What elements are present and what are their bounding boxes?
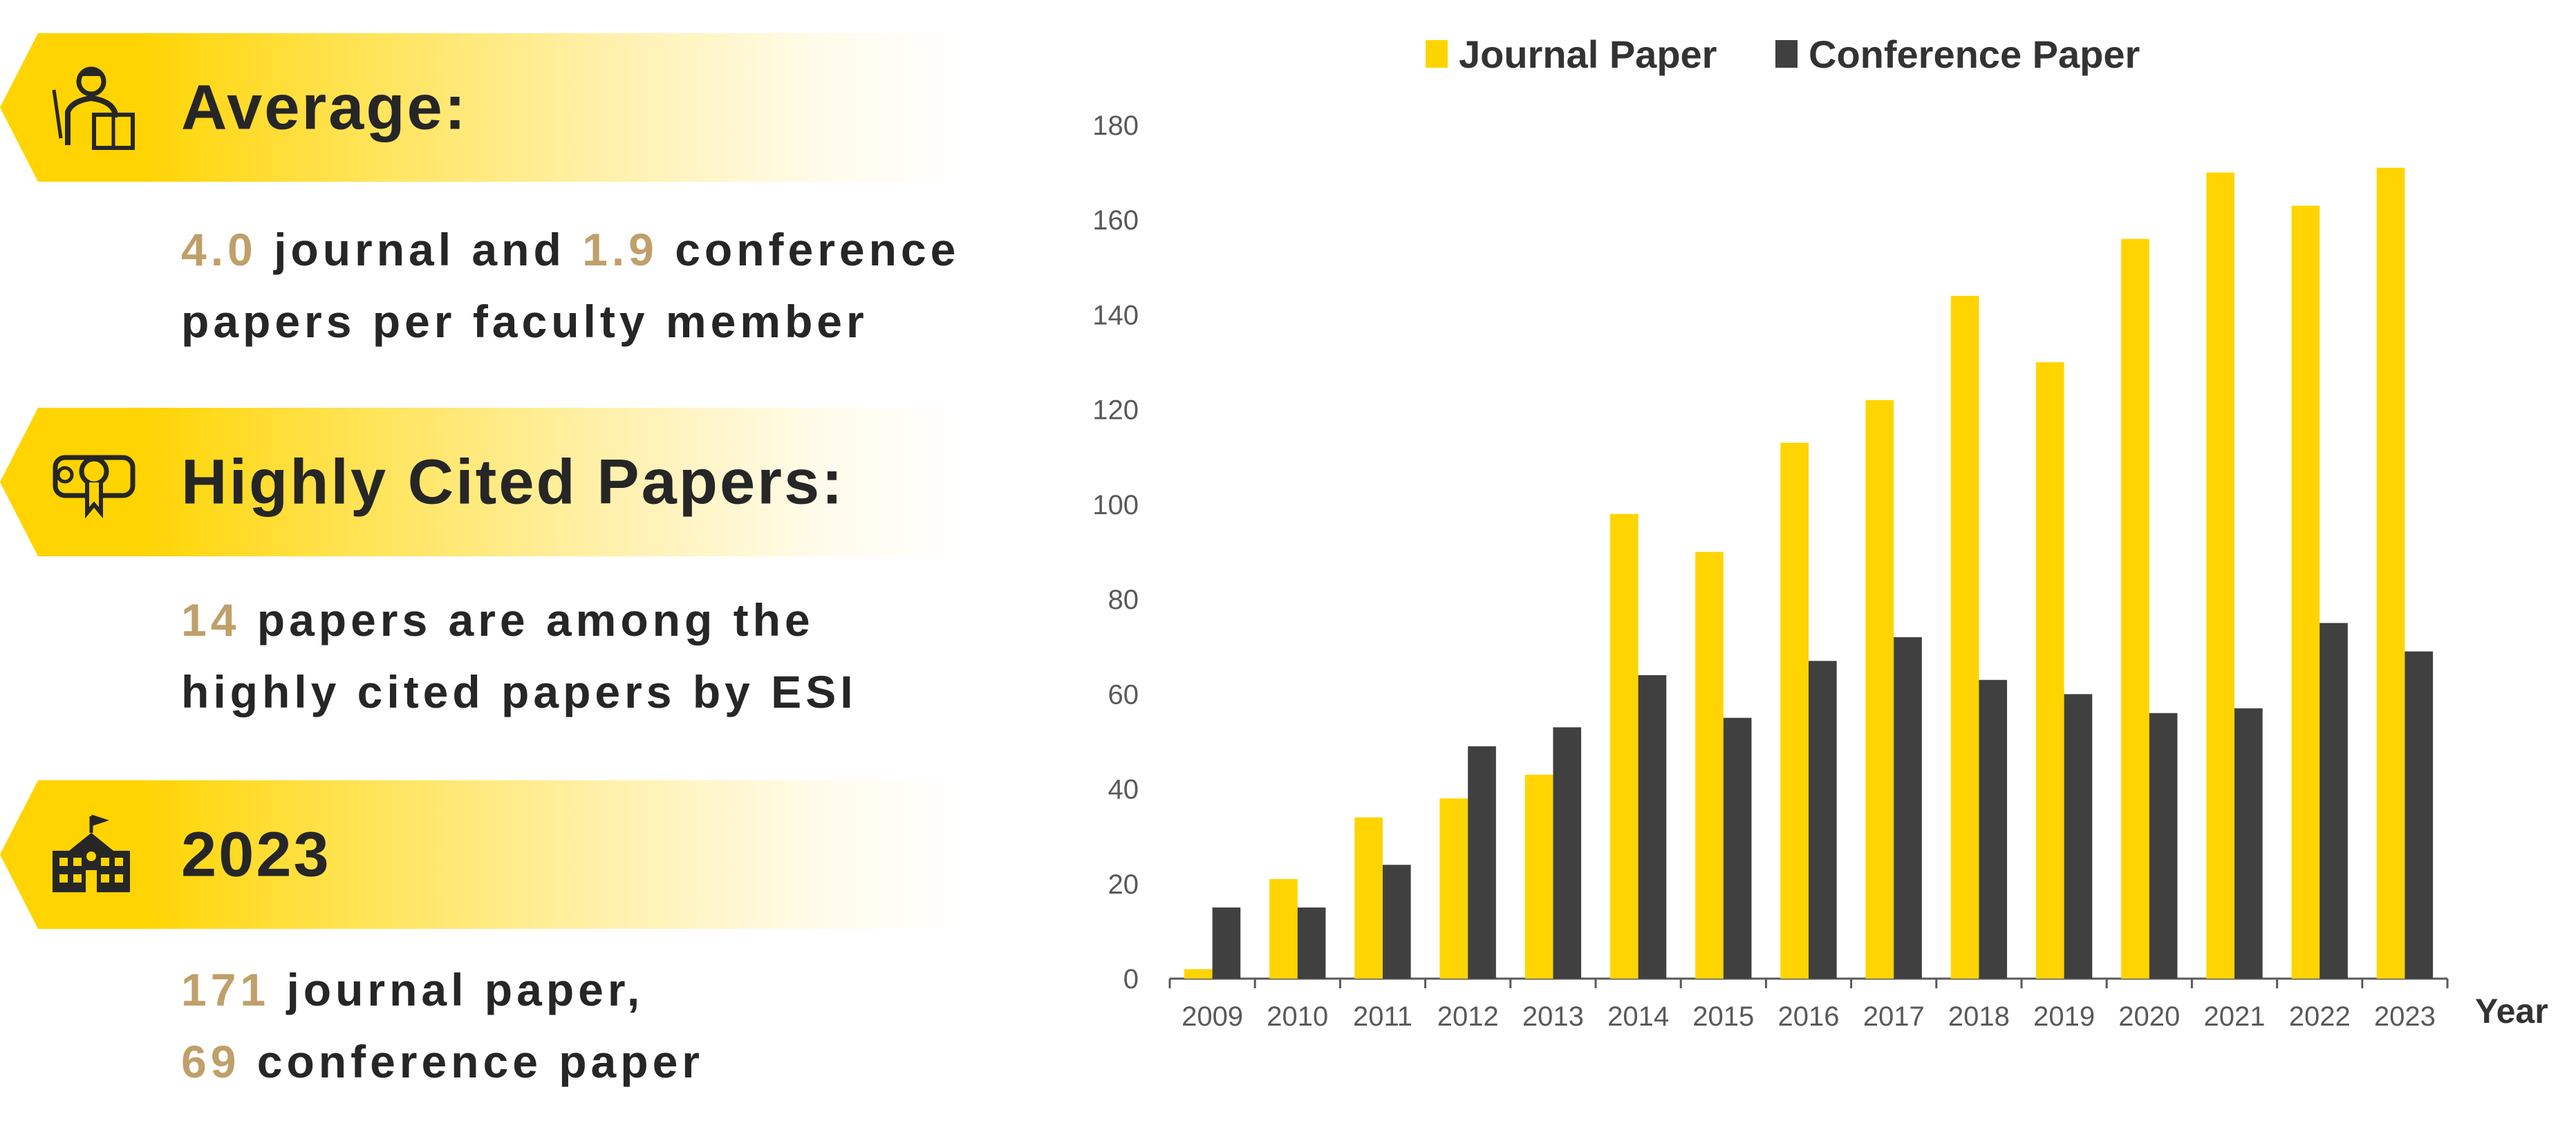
conference-paper-bar — [2405, 651, 2434, 979]
journal-paper-bar — [1354, 817, 1383, 979]
x-tick-label: 2014 — [1607, 1001, 1669, 1032]
x-tick-label: 2011 — [1353, 1001, 1412, 1032]
x-tick-label: 2021 — [2204, 1001, 2266, 1032]
section-title: Average: — [181, 72, 468, 142]
y-tick-label: 160 — [1092, 205, 1139, 236]
description-line: 14 papers are among the — [181, 584, 857, 656]
y-tick-label: 0 — [1123, 964, 1139, 995]
journal-paper-bar — [1609, 514, 1639, 979]
school-building-icon — [53, 814, 130, 892]
x-tick-label: 2017 — [1863, 1001, 1925, 1032]
description-line: 4.0 journal and 1.9 conference — [181, 214, 960, 285]
description-text: papers per faculty member — [181, 296, 868, 347]
conference-paper-bar — [2234, 708, 2263, 979]
y-tick-label: 40 — [1108, 775, 1139, 805]
highlight-number: 69 — [181, 1036, 241, 1087]
legend-label: Conference Paper — [1809, 32, 2140, 76]
conference-paper-bar — [1723, 717, 1752, 979]
conference-paper-bar — [1894, 637, 1922, 979]
y-tick-label: 140 — [1092, 300, 1139, 330]
journal-paper-bar — [1524, 774, 1553, 979]
x-tick-label: 2012 — [1437, 1001, 1499, 1032]
section-description: 4.0 journal and 1.9 conference papers per… — [181, 214, 960, 357]
journal-paper-bar — [1695, 552, 1724, 979]
conference-paper-bar — [2064, 694, 2093, 979]
description-text: conference paper — [240, 1036, 704, 1087]
legend-label: Journal Paper — [1459, 32, 1717, 76]
y-tick-label: 100 — [1092, 490, 1139, 520]
description-text: journal paper, — [270, 964, 644, 1015]
description-text: papers are among the — [240, 594, 814, 646]
journal-paper-bar — [2121, 238, 2149, 979]
section-description: 14 papers are among the highly cited pape… — [181, 584, 857, 728]
y-tick-label: 20 — [1108, 869, 1139, 900]
x-tick-label: 2009 — [1182, 1001, 1243, 1032]
conference-paper-bar — [1212, 907, 1241, 979]
description-line: highly cited papers by ESI — [181, 656, 857, 728]
description-line: 171 journal paper, — [181, 954, 704, 1026]
y-tick-label: 180 — [1092, 111, 1139, 141]
conference-paper-bar — [1383, 865, 1411, 979]
x-tick-label: 2023 — [2374, 1001, 2436, 1032]
conference-paper-bar — [1638, 675, 1667, 979]
highlight-number: 4.0 — [181, 224, 257, 275]
journal-paper-bar — [2376, 167, 2405, 979]
publications-bar-chart: 0 20 40 60 80 100 120 140 160 180 2009 2010 2011 2012… — [1092, 32, 2548, 1032]
x-tick-label: 2019 — [2033, 1001, 2095, 1032]
x-axis-label: Year — [2475, 992, 2548, 1030]
conference-paper-bar — [2149, 713, 2178, 979]
section-title: 2023 — [181, 819, 331, 889]
conference-paper-bar — [1809, 661, 1837, 979]
section-banner: Highly Cited Papers: — [0, 408, 961, 556]
journal-paper-bar — [2035, 362, 2064, 979]
legend-swatch — [1426, 40, 1448, 68]
y-tick-label: 120 — [1092, 395, 1139, 426]
highlight-number: 14 — [181, 594, 241, 646]
journal-paper-bar — [1184, 969, 1213, 979]
x-tick-label: 2013 — [1522, 1001, 1584, 1032]
journal-paper-bar — [2291, 205, 2320, 979]
conference-paper-bar — [1553, 727, 1582, 979]
description-line: papers per faculty member — [181, 285, 960, 357]
conference-paper-bar — [1297, 907, 1326, 979]
conference-paper-bar — [1979, 679, 2008, 979]
x-tick-label: 2010 — [1267, 1001, 1328, 1032]
highlight-number: 171 — [181, 964, 270, 1015]
section-description: 171 journal paper, 69 conference paper — [181, 954, 704, 1098]
section-banner: 2023 — [0, 780, 961, 929]
x-tick-label: 2020 — [2118, 1001, 2180, 1032]
journal-paper-bar — [1439, 798, 1468, 979]
x-tick-label: 2018 — [1948, 1001, 2010, 1032]
journal-paper-bar — [1269, 878, 1298, 979]
journal-paper-bar — [1780, 442, 1809, 979]
highlight-number: 1.9 — [582, 224, 658, 275]
x-tick-label: 2022 — [2289, 1001, 2351, 1032]
section-title: Highly Cited Papers: — [181, 446, 845, 517]
section-banner: Average: — [0, 33, 961, 182]
teacher-icon — [52, 66, 135, 150]
conference-paper-bar — [2320, 623, 2348, 979]
description-text: journal and — [256, 224, 583, 275]
description-text: conference — [657, 224, 960, 275]
journal-paper-bar — [2206, 172, 2234, 979]
y-tick-label: 80 — [1108, 585, 1139, 615]
journal-paper-bar — [1865, 399, 1894, 979]
conference-paper-bar — [1468, 746, 1496, 979]
description-line: 69 conference paper — [181, 1026, 704, 1098]
legend-swatch — [1775, 40, 1798, 68]
x-tick-label: 2016 — [1778, 1001, 1840, 1032]
y-tick-label: 60 — [1108, 679, 1139, 710]
journal-paper-bar — [1950, 296, 1979, 979]
description-text: highly cited papers by ESI — [181, 666, 857, 717]
diploma-icon — [53, 455, 136, 519]
x-tick-label: 2015 — [1692, 1001, 1754, 1032]
